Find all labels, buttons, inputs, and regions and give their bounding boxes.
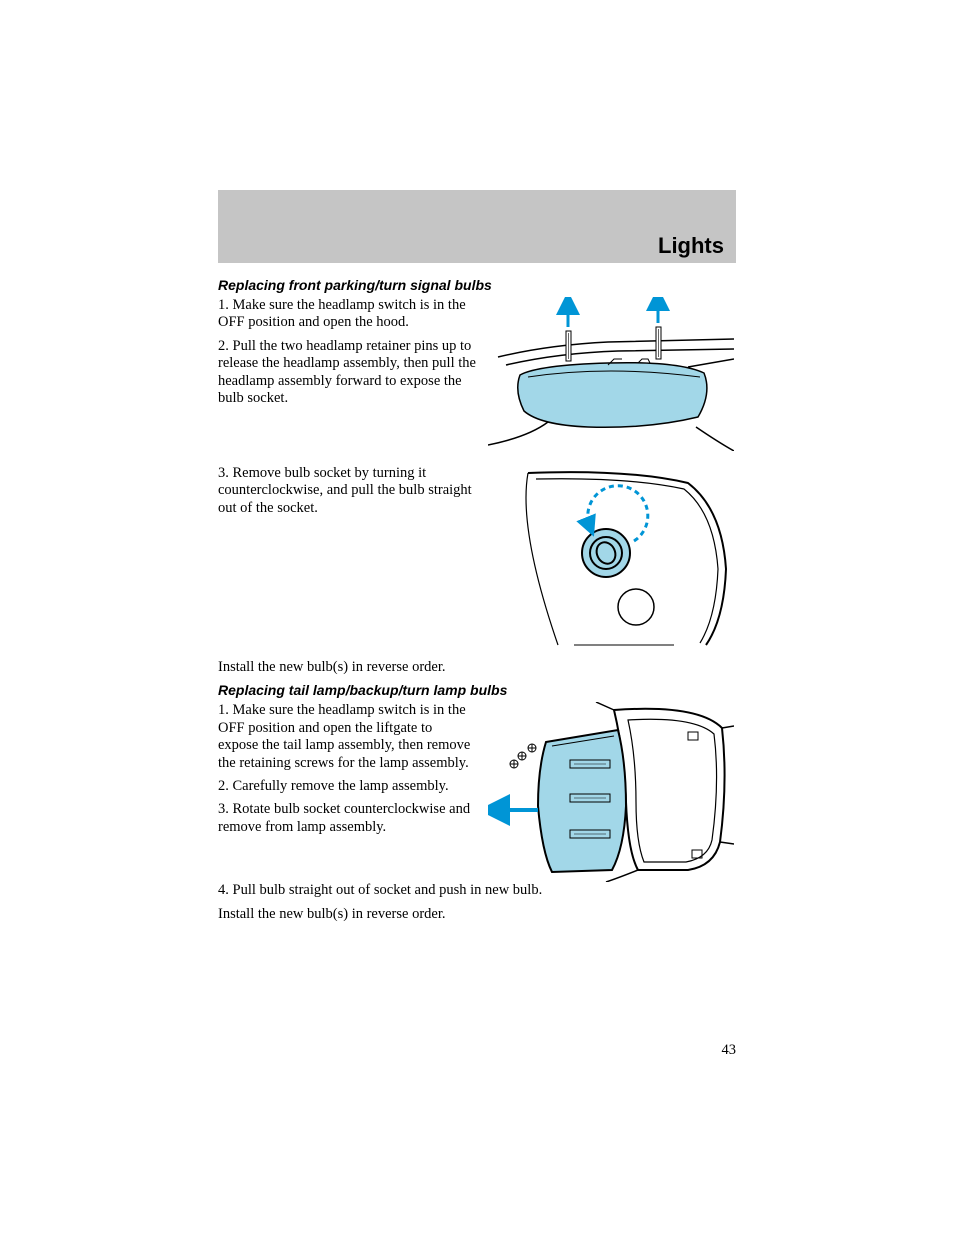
section2-block1: 1. Make sure the headlamp switch is in t… [218, 702, 736, 882]
section2-step4: 4. Pull bulb straight out of socket and … [218, 882, 736, 899]
section2-closing: Install the new bulb(s) in reverse order… [218, 906, 736, 923]
section2-step3: 3. Rotate bulb socket counterclockwise a… [218, 801, 476, 836]
section1-heading: Replacing front parking/turn signal bulb… [218, 277, 736, 293]
tail-lamp-diagram-icon [488, 702, 734, 882]
figure3-container [486, 702, 736, 882]
section1-step3: 3. Remove bulb socket by turning it coun… [218, 465, 476, 517]
section1-text-col2: 3. Remove bulb socket by turning it coun… [218, 465, 476, 647]
section2-step2: 2. Carefully remove the lamp assembly. [218, 778, 476, 795]
section1-closing: Install the new bulb(s) in reverse order… [218, 659, 736, 676]
section2-text-col: 1. Make sure the headlamp switch is in t… [218, 702, 476, 882]
section1-block1: 1. Make sure the headlamp switch is in t… [218, 297, 736, 451]
header-title: Lights [658, 233, 724, 259]
header-bar: Lights [218, 190, 736, 263]
section1-block2: 3. Remove bulb socket by turning it coun… [218, 465, 736, 647]
figure1-container [486, 297, 736, 451]
figure2-container [486, 465, 736, 647]
headlamp-diagram-icon [488, 297, 734, 451]
section2-step1: 1. Make sure the headlamp switch is in t… [218, 702, 476, 772]
bulb-socket-diagram-icon [488, 469, 734, 647]
page-number: 43 [722, 1042, 737, 1059]
section1-text-col1: 1. Make sure the headlamp switch is in t… [218, 297, 476, 451]
section1-step2: 2. Pull the two headlamp retainer pins u… [218, 338, 476, 408]
page-content: Lights Replacing front parking/turn sign… [218, 190, 736, 929]
section1-step1: 1. Make sure the headlamp switch is in t… [218, 297, 476, 332]
section2-heading: Replacing tail lamp/backup/turn lamp bul… [218, 682, 736, 698]
